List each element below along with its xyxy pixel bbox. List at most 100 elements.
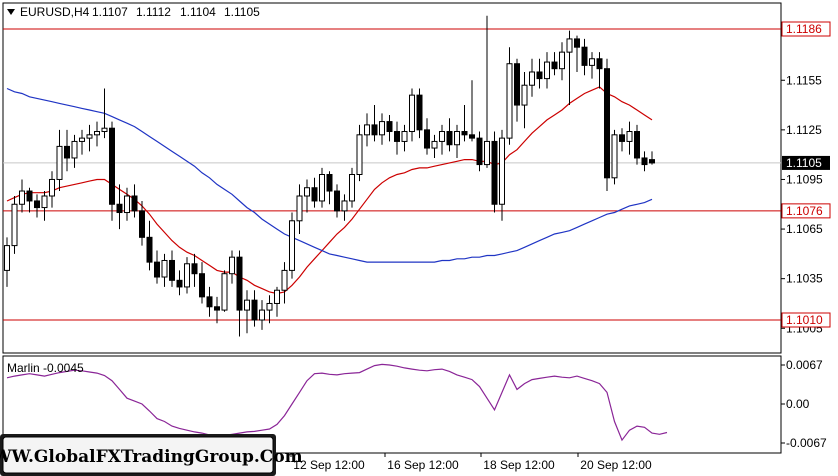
bear-candle — [146, 236, 153, 263]
bull-candle — [319, 174, 325, 202]
bull-candle — [506, 63, 513, 139]
bull-candle — [379, 121, 385, 136]
bull-candle — [56, 145, 63, 180]
price-pane-frame — [2, 2, 782, 354]
bull-candle — [356, 134, 363, 175]
price-tick-label: 1.1035 — [786, 272, 823, 286]
bear-candle — [154, 261, 160, 278]
bear-candle — [604, 68, 610, 179]
symbol-label: EURUSD,H4 — [20, 5, 90, 19]
bull-candle — [289, 220, 295, 271]
bull-candle — [529, 71, 535, 86]
current-price-label: 1.1105 — [786, 156, 822, 170]
level-price-tag — [781, 312, 831, 328]
bull-candle — [454, 131, 460, 146]
candlestick-series — [4, 15, 655, 337]
price-axis: 1.11551.11251.10951.10651.10351.10051.11… — [781, 21, 831, 335]
bull-candle — [19, 190, 25, 205]
bear-candle — [176, 279, 183, 288]
level-price-tag — [781, 21, 831, 37]
level-price-label: 1.1010 — [786, 313, 823, 327]
bear-candle — [169, 259, 175, 281]
high-price: 1.1112 — [136, 5, 171, 19]
bull-candle — [566, 38, 573, 53]
price-tick-label: 1.1095 — [786, 172, 823, 186]
bear-candle — [334, 190, 340, 212]
bear-candle — [416, 94, 423, 131]
bear-candle — [461, 131, 468, 136]
time-axis: 12 Sep 12:00 16 Sep 12:00 18 Sep 12:00 20 S… — [290, 453, 652, 472]
bull-candle — [11, 203, 18, 247]
bull-candle — [364, 124, 370, 136]
bear-candle — [469, 134, 475, 139]
indicator-axis: 0.0067 0.00 -0.0067 — [781, 358, 827, 450]
bull-candle — [521, 84, 528, 106]
price-tick-label: 1.1065 — [786, 222, 823, 236]
bear-candle — [386, 121, 393, 133]
bull-candle — [244, 299, 250, 311]
marlin-oscillator — [6, 363, 668, 442]
level-price-label: 1.1186 — [786, 22, 822, 36]
time-tick-label: 20 Sep 12:00 — [580, 458, 652, 472]
bear-candle — [116, 203, 123, 214]
bull-candle — [611, 134, 618, 179]
bear-candle — [311, 187, 318, 202]
bear-candle — [191, 263, 198, 275]
bear-candle — [371, 124, 378, 136]
current-price-tag — [782, 155, 830, 170]
price-tick-label: 1.1155 — [786, 73, 822, 87]
bull-candle — [484, 140, 490, 166]
bear-candle — [26, 190, 33, 202]
bear-candle — [641, 157, 648, 166]
bull-candle — [296, 195, 303, 222]
bull-candle — [589, 58, 595, 66]
bull-candle — [49, 178, 55, 197]
bull-candle — [544, 61, 550, 80]
level-price-label: 1.1076 — [786, 204, 823, 218]
bear-candle — [394, 131, 400, 142]
indicator-label: Marlin -0.0045 — [7, 361, 84, 375]
bear-candle — [139, 210, 145, 238]
bear-candle — [34, 200, 40, 209]
bear-candle — [536, 71, 543, 80]
bear-candle — [206, 296, 213, 308]
bear-candle — [326, 174, 333, 192]
bull-candle — [349, 174, 355, 202]
bull-candle — [124, 195, 130, 214]
dropdown-triangle-icon[interactable] — [7, 9, 15, 15]
bear-candle — [131, 195, 138, 212]
bull-candle — [304, 187, 310, 197]
bear-candle — [634, 131, 640, 159]
time-tick-label: 16 Sep 12:00 — [387, 458, 459, 472]
bear-candle — [581, 46, 588, 66]
bull-candle — [266, 302, 273, 311]
open-price: 1.1107 — [92, 5, 128, 19]
bear-candle — [619, 134, 625, 142]
bear-candle — [64, 145, 70, 159]
bull-candle — [94, 131, 100, 136]
marlin-line — [6, 363, 668, 442]
bull-candle — [86, 134, 93, 139]
bear-candle — [596, 58, 603, 70]
level-price-tag — [781, 203, 831, 219]
bear-candle — [491, 140, 498, 205]
bull-candle — [409, 94, 415, 133]
watermark-banner: WWW.GlobalFXTradingGroup.Com — [0, 434, 303, 476]
bull-candle — [184, 263, 190, 288]
bull-candle — [259, 309, 265, 321]
bull-candle — [71, 140, 78, 159]
bull-candle — [101, 127, 108, 133]
time-tick-label: 18 Sep 12:00 — [483, 458, 555, 472]
bull-candle — [221, 273, 228, 311]
bull-candle — [626, 131, 633, 142]
low-price: 1.1104 — [180, 5, 216, 19]
bear-candle — [574, 38, 580, 48]
indicator-tick-label: 0.0067 — [786, 358, 823, 372]
bull-candle — [431, 140, 438, 149]
bear-candle — [514, 63, 520, 106]
bull-candle — [401, 131, 408, 142]
slow-ma-line — [6, 87, 653, 263]
bull-candle — [274, 289, 280, 304]
bull-candle — [161, 259, 168, 278]
